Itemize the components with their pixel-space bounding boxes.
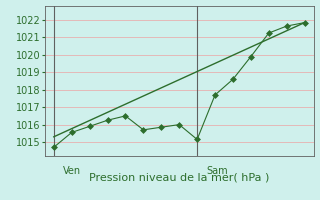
Text: Ven: Ven [63,166,81,176]
X-axis label: Pression niveau de la mer( hPa ): Pression niveau de la mer( hPa ) [89,173,269,183]
Text: Sam: Sam [206,166,228,176]
